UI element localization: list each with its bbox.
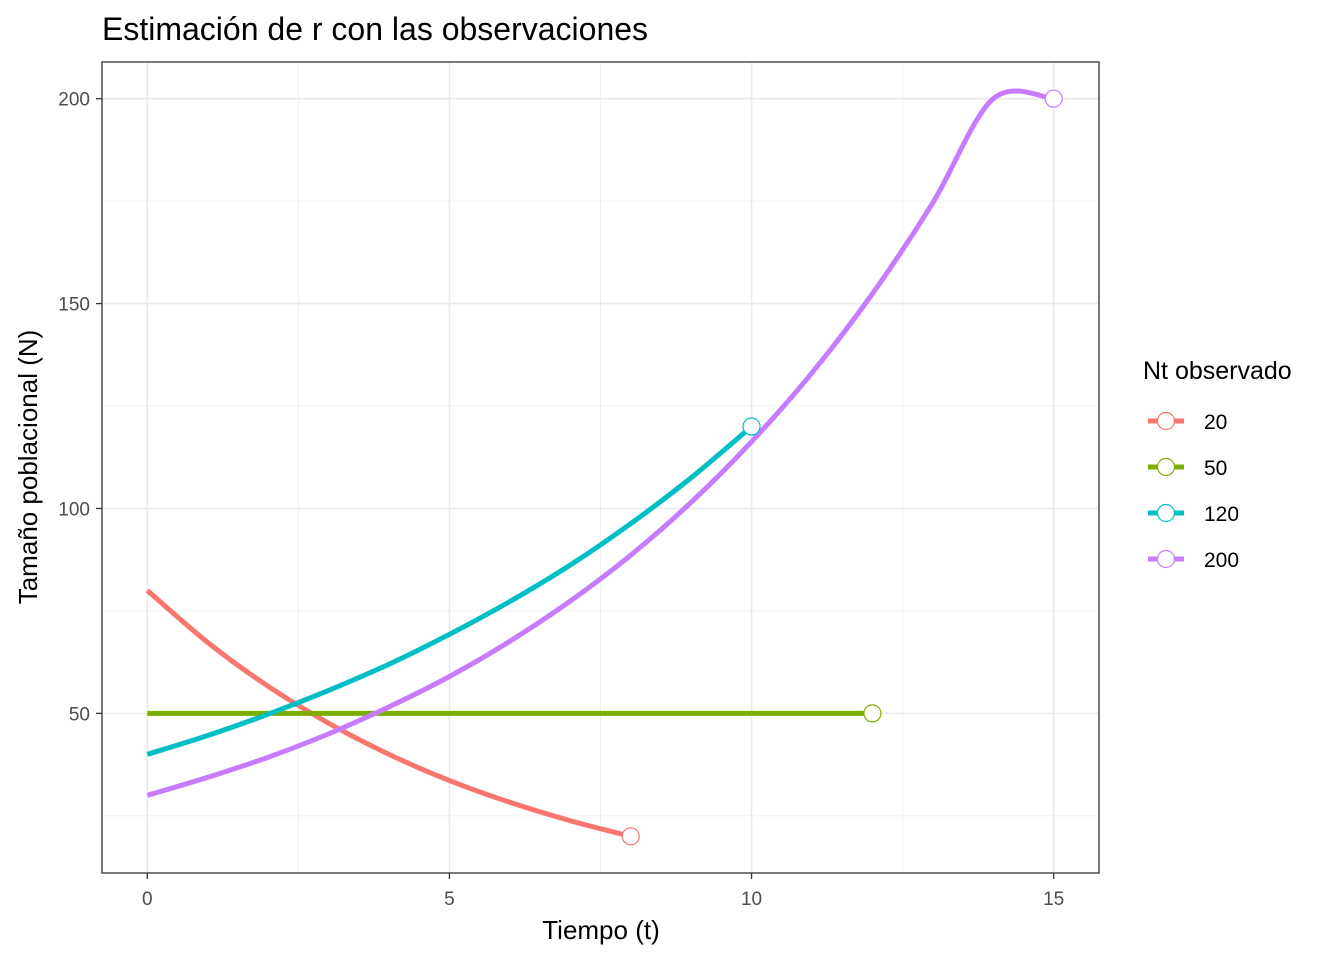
legend-item-50: 50 <box>1148 457 1227 480</box>
series-line-200 <box>146 88 1055 798</box>
observed-point-120 <box>742 417 761 436</box>
legend-key-point <box>1156 457 1176 477</box>
legend-item-20: 20 <box>1148 411 1227 434</box>
x-tick-label: 5 <box>444 889 455 910</box>
legend-label: 50 <box>1204 457 1227 480</box>
y-tick-label: 150 <box>58 295 90 316</box>
legend-label: 20 <box>1204 411 1227 434</box>
legend-label: 200 <box>1204 549 1239 572</box>
chart-title: Estimación de r con las observaciones <box>102 11 648 47</box>
observed-point-200 <box>1044 89 1063 108</box>
legend: Nt observado 20 50 120 200 <box>1143 357 1292 572</box>
legend-item-200: 200 <box>1148 549 1239 572</box>
x-tick-label: 10 <box>741 889 762 910</box>
y-tick-label: 50 <box>69 704 90 725</box>
x-tick-label: 15 <box>1043 889 1064 910</box>
series-line-20 <box>145 588 632 839</box>
observed-point-20 <box>621 827 640 846</box>
legend-item-120: 120 <box>1148 503 1239 526</box>
axes: 0 5 10 15 50 100 150 200 <box>58 90 1064 910</box>
y-axis-title: Tamaño poblacional (N) <box>13 330 43 605</box>
legend-key-point <box>1156 503 1176 523</box>
plot-panel-border <box>101 61 1100 874</box>
legend-label: 120 <box>1204 503 1239 526</box>
series-line-120 <box>146 424 754 757</box>
legend-key-point <box>1156 549 1176 569</box>
y-tick-label: 200 <box>58 90 90 111</box>
x-tick-label: 0 <box>142 889 153 910</box>
observed-points <box>621 89 1063 846</box>
legend-title: Nt observado <box>1143 357 1292 385</box>
x-axis-title: Tiempo (t) <box>542 915 660 945</box>
legend-key-point <box>1156 411 1176 431</box>
observed-point-50 <box>863 704 882 723</box>
y-tick-label: 100 <box>58 499 90 520</box>
series-lines <box>145 88 1055 839</box>
grid <box>102 62 1099 873</box>
